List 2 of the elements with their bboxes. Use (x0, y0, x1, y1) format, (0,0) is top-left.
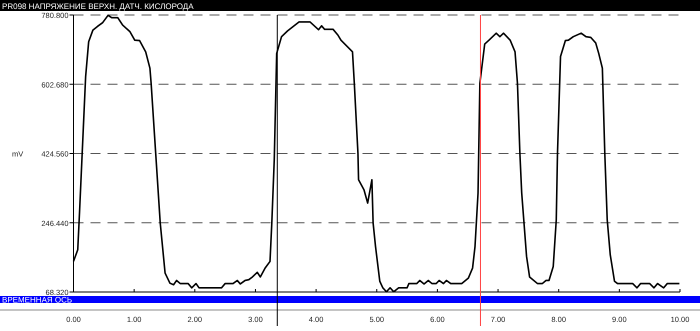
x-axis-title: ВРЕМЕННАЯ ОСЬ (2, 296, 72, 304)
chart-title: PR098 НАПРЯЖЕНИЕ ВЕРХН. ДАТЧ. КИСЛОРОДА (2, 2, 194, 11)
